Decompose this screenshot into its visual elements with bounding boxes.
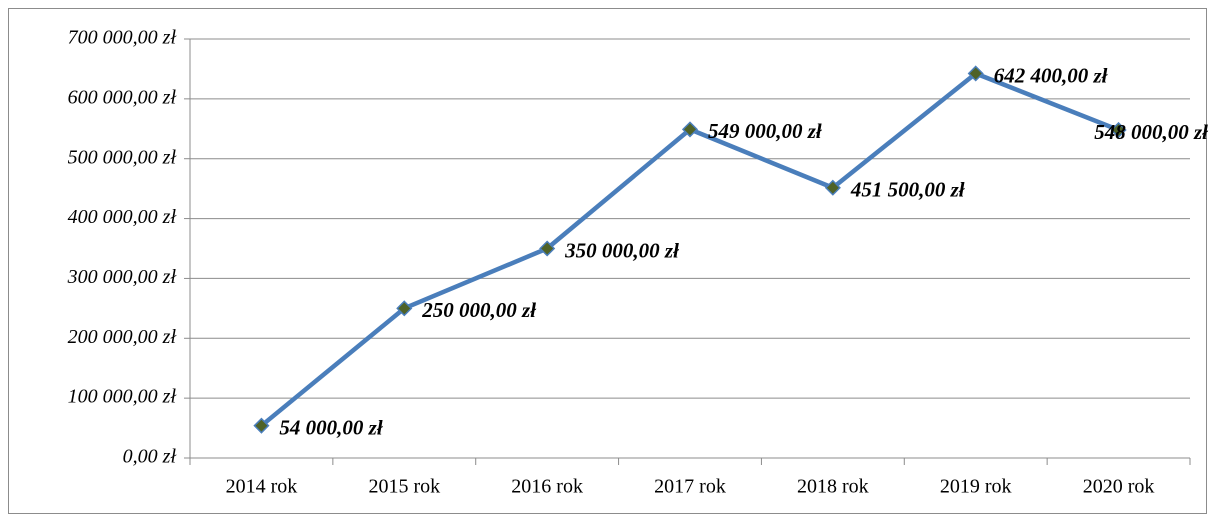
data-label: 54 000,00 zł: [279, 415, 382, 439]
x-tick-label: 2019 rok: [940, 476, 1012, 498]
data-label: 250 000,00 zł: [421, 298, 536, 322]
y-tick-label: 200 000,00 zł: [68, 326, 177, 348]
y-tick-label: 700 000,00 zł: [68, 27, 177, 49]
y-tick-label: 500 000,00 zł: [68, 146, 177, 168]
marker: [824, 179, 841, 196]
marker: [681, 121, 699, 138]
data-label: 548 000,00 zł: [1094, 120, 1208, 144]
y-tick-label: 300 000,00 zł: [67, 266, 177, 288]
x-tick-label: 2017 rok: [654, 476, 726, 498]
x-tick-label: 2016 rok: [511, 476, 583, 498]
y-tick-label: 400 000,00 zł: [68, 206, 177, 228]
marker: [253, 417, 270, 434]
marker: [539, 240, 556, 257]
y-tick-label: 600 000,00 zł: [68, 86, 177, 108]
marker: [396, 300, 413, 317]
x-tick-label: 2018 rok: [797, 476, 869, 498]
data-label: 549 000,00 zł: [708, 119, 822, 143]
x-tick-label: 2014 rok: [226, 476, 298, 498]
marker: [1110, 121, 1127, 139]
data-label: 350 000,00 zł: [564, 238, 679, 262]
x-tick-label: 2015 rok: [368, 476, 440, 498]
data-label: 642 400,00 zł: [994, 63, 1108, 87]
y-tick-label: 0,00 zł: [123, 446, 177, 468]
chart-border: [8, 8, 1207, 514]
y-tick-label: 100 000,00 zł: [68, 386, 177, 408]
data-label: 451 500,00 zł: [850, 178, 965, 202]
x-tick-label: 2020 rok: [1083, 476, 1155, 498]
marker: [967, 65, 984, 82]
